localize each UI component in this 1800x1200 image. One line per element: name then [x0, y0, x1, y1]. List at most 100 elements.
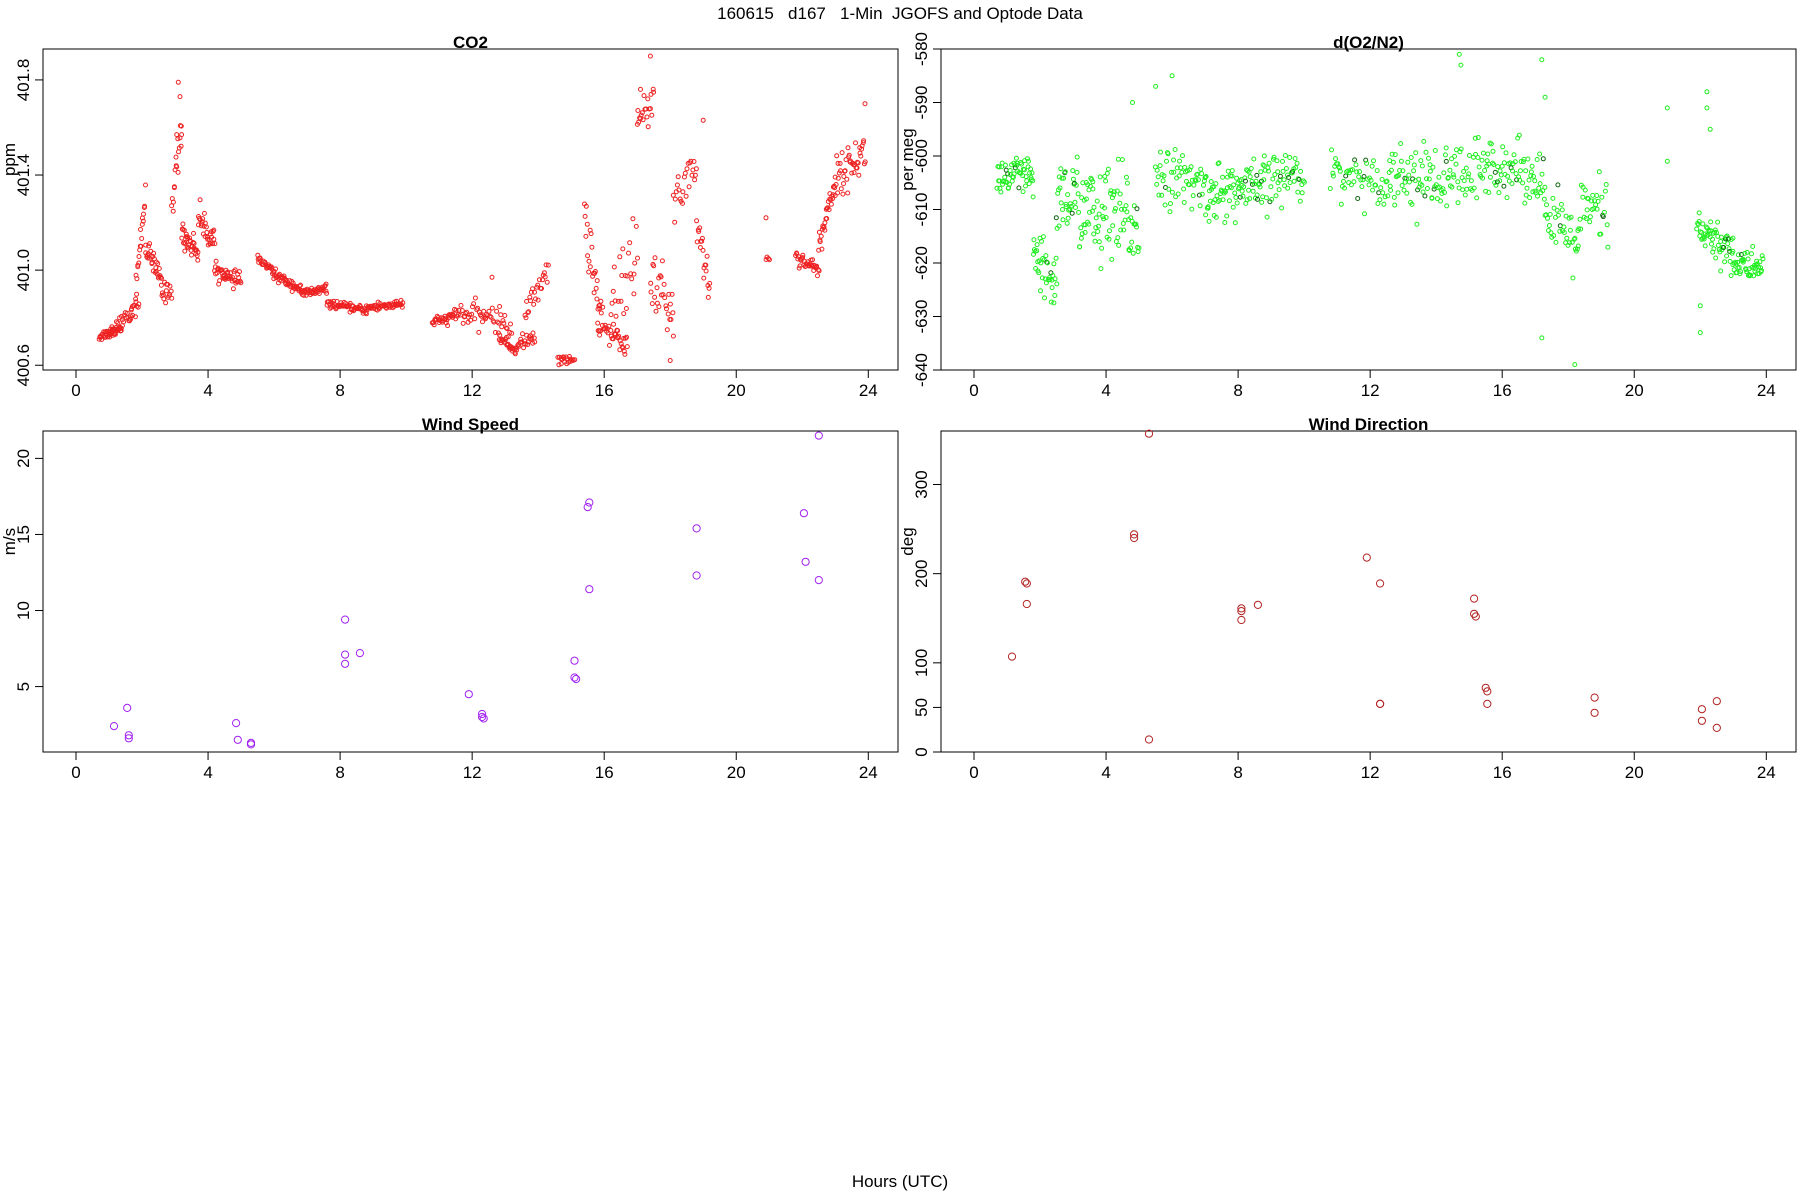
data-point: [610, 288, 616, 294]
data-point: [113, 326, 119, 332]
data-point: [181, 227, 187, 233]
data-point: [1366, 182, 1372, 188]
data-point: [1701, 236, 1707, 242]
data-point: [155, 261, 161, 266]
data-point: [1096, 239, 1102, 245]
data-point: [132, 314, 138, 320]
data-point: [1280, 158, 1285, 164]
data-point: [607, 342, 612, 348]
data-point: [494, 308, 500, 314]
data-point: [480, 319, 485, 325]
data-point: [533, 296, 538, 302]
data-point: [643, 106, 649, 112]
data-point: [1130, 533, 1139, 543]
data-point: [851, 170, 857, 176]
data-point: [1697, 330, 1703, 336]
data-point: [1599, 194, 1605, 200]
data-point: [1220, 174, 1226, 180]
data-point: [498, 312, 504, 318]
data-point: [1054, 281, 1060, 287]
data-point: [611, 321, 616, 327]
data-point: [1134, 224, 1139, 230]
data-point: [693, 166, 699, 172]
data-point: [1575, 243, 1581, 249]
data-point: [1222, 220, 1228, 225]
data-point: [453, 307, 459, 313]
data-point: [623, 306, 629, 311]
data-point: [1567, 227, 1573, 233]
data-point: [1063, 204, 1069, 209]
data-point: [816, 268, 822, 274]
data-point: [1346, 170, 1352, 176]
data-point: [1598, 231, 1604, 237]
data-point: [1751, 273, 1757, 279]
data-point: [1154, 181, 1160, 187]
data-point: [1182, 164, 1188, 170]
data-point: [1434, 196, 1440, 202]
data-point: [341, 659, 350, 668]
data-point: [1040, 234, 1046, 240]
data-point: [1503, 150, 1509, 156]
data-point: [1558, 201, 1564, 207]
data-point: [464, 690, 473, 699]
data-point: [652, 255, 658, 261]
data-point: [1355, 196, 1361, 201]
data-point: [1559, 207, 1565, 213]
data-point: [1596, 169, 1602, 175]
data-point: [1092, 238, 1098, 244]
data-point: [816, 229, 822, 235]
data-point: [703, 268, 709, 274]
data-point: [859, 146, 865, 152]
data-point: [1537, 181, 1543, 187]
data-point: [1718, 268, 1724, 274]
data-point: [616, 333, 622, 339]
data-point: [135, 262, 141, 268]
data-point: [167, 283, 173, 289]
data-point: [1007, 181, 1012, 187]
data-point: [1263, 195, 1269, 201]
data-point: [1488, 141, 1494, 147]
data-point: [1730, 235, 1736, 241]
data-point: [1439, 191, 1445, 196]
data-point: [1480, 175, 1486, 181]
plot-frame: [940, 430, 1797, 753]
data-point: [631, 291, 637, 297]
data-point: [1401, 187, 1407, 193]
data-point: [1223, 189, 1228, 195]
data-point: [648, 280, 654, 286]
y-tick-label: 401.8: [14, 59, 33, 102]
data-point: [1555, 212, 1561, 218]
data-point: [814, 576, 823, 585]
data-point: [819, 246, 825, 252]
data-point: [996, 164, 1002, 170]
data-point: [1264, 214, 1270, 220]
data-point: [1273, 193, 1279, 199]
data-point: [531, 335, 537, 341]
data-point: [501, 320, 507, 326]
data-point: [645, 124, 651, 130]
data-point: [667, 358, 673, 363]
data-point: [1384, 178, 1390, 184]
x-axis-title: Hours (UTC): [851, 1172, 949, 1191]
data-point: [1748, 272, 1754, 278]
x-tick-label: 16: [595, 763, 614, 782]
data-point: [1193, 178, 1199, 184]
data-point: [459, 308, 465, 313]
y-tick-label: -630: [912, 299, 931, 333]
data-point: [1395, 190, 1401, 196]
data-point: [1420, 189, 1426, 195]
data-point: [612, 298, 618, 304]
data-point: [1174, 165, 1180, 171]
data-point: [201, 210, 207, 216]
data-point: [1379, 176, 1385, 182]
data-point: [508, 321, 513, 327]
data-point: [1414, 221, 1420, 227]
data-point: [1436, 174, 1442, 180]
data-point: [1195, 177, 1201, 183]
data-point: [195, 257, 201, 263]
data-point: [1512, 159, 1518, 165]
data-point: [469, 311, 475, 317]
panel-title: CO2: [453, 33, 488, 52]
data-point: [1237, 607, 1246, 616]
data-point: [652, 294, 658, 300]
